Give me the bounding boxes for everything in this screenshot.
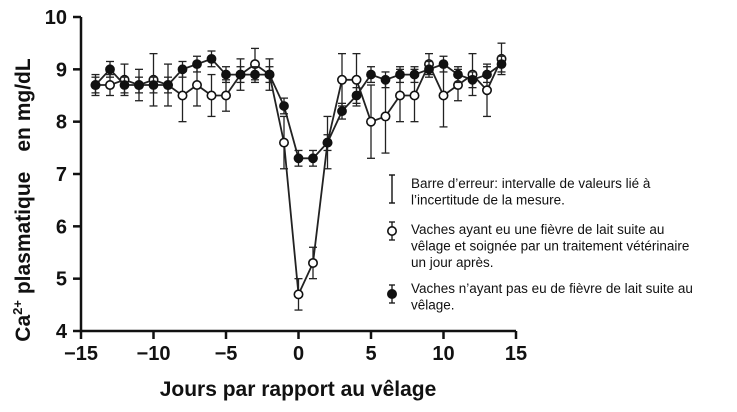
point-fever-19 — [365, 116, 376, 127]
point-no-fever-6 — [177, 64, 188, 75]
point-no-fever-2 — [119, 80, 130, 90]
series-no-fever — [90, 50, 507, 167]
point-no-fever-22 — [409, 69, 420, 80]
point-no-fever-13 — [279, 101, 289, 111]
legend-item-2: Vaches n’ayant pas eu de fièvre de lait … — [386, 281, 693, 313]
point-no-fever-19 — [366, 69, 376, 80]
point-no-fever-3 — [134, 80, 144, 90]
y-axis-title-unit: en mg/dL — [12, 58, 35, 152]
point-fever-13 — [278, 137, 289, 148]
point-no-fever-15 — [308, 153, 318, 164]
point-fever-9 — [221, 90, 232, 101]
legend-item-1: Vaches ayant eu une fièvre de lait suite… — [386, 221, 689, 270]
y-axis-title-rest: plasmatique — [12, 172, 35, 300]
point-no-fever-28 — [496, 59, 507, 69]
y-tick-label-5: 9 — [56, 59, 67, 81]
legend-item-0-line-1: l’incertitude de la mesure. — [411, 193, 565, 208]
x-tick-label-5: 10 — [432, 343, 454, 365]
x-tick-label-0: −15 — [64, 343, 98, 365]
y-tick-label-0: 4 — [56, 321, 68, 343]
y-tick-label-6: 10 — [45, 7, 67, 29]
point-fever-20 — [380, 111, 391, 122]
point-no-fever-4 — [148, 80, 159, 90]
point-fever-8 — [206, 90, 217, 101]
y-axis-title-superscript: 2+ — [10, 300, 25, 315]
point-no-fever-10 — [235, 69, 246, 80]
point-no-fever-9 — [221, 69, 231, 80]
y-axis-title-main: Ca — [12, 315, 35, 342]
point-fever-21 — [394, 90, 405, 101]
y-axis-title: Ca2+ plasmatique en mg/dL — [10, 58, 35, 342]
point-no-fever-0 — [90, 80, 101, 90]
legend-item-1-line-0: Vaches ayant eu une fièvre de lait suite… — [411, 222, 664, 237]
point-no-fever-12 — [264, 69, 275, 80]
x-tick-label-3: 0 — [293, 343, 304, 365]
point-no-fever-20 — [380, 74, 391, 85]
x-tick-label-6: 15 — [505, 343, 527, 365]
point-no-fever-23 — [424, 64, 434, 75]
point-fever-18 — [351, 74, 362, 85]
point-fever-24 — [438, 90, 449, 101]
point-fever-14 — [293, 289, 304, 300]
legend-item-2-line-0: Vaches n’ayant pas eu de fièvre de lait … — [411, 281, 693, 296]
legend-filled-circle-symbol — [386, 288, 397, 299]
point-no-fever-24 — [438, 59, 449, 69]
y-tick-label-2: 6 — [56, 216, 67, 238]
point-no-fever-1 — [105, 64, 115, 75]
point-no-fever-18 — [351, 90, 362, 101]
legend: Barre d’erreur: intervalle de valeurs li… — [386, 174, 693, 313]
y-tick-label-4: 8 — [56, 112, 67, 134]
series-layer — [90, 42, 507, 311]
tick-labels: −15 −10 −5 0 5 10 15 4 5 6 7 8 9 10 — [45, 7, 527, 365]
line-no-fever — [94, 57, 503, 160]
legend-open-circle-symbol — [386, 226, 397, 237]
y-tick-label-3: 7 — [56, 164, 67, 186]
point-no-fever-7 — [192, 59, 202, 69]
x-tick-label-1: −10 — [137, 343, 171, 365]
point-no-fever-21 — [395, 69, 405, 80]
x-axis-title: Jours par rapport au vêlage — [160, 378, 437, 401]
point-no-fever-26 — [467, 74, 478, 85]
x-tick-label-2: −5 — [215, 343, 238, 365]
point-no-fever-8 — [206, 53, 217, 64]
point-no-fever-17 — [337, 106, 347, 117]
point-fever-6 — [177, 90, 188, 101]
legend-item-0-line-0: Barre d’erreur: intervalle de valeurs li… — [411, 176, 651, 191]
point-no-fever-27 — [482, 69, 492, 80]
point-no-fever-16 — [322, 137, 333, 148]
legend-item-1-line-2: un jour après. — [411, 255, 494, 270]
point-fever-17 — [336, 74, 347, 85]
y-tick-label-1: 5 — [56, 269, 67, 291]
point-fever-7 — [192, 80, 203, 91]
legend-item-0: Barre d’erreur: intervalle de valeurs li… — [389, 174, 651, 208]
point-no-fever-14 — [293, 153, 304, 164]
ticks — [73, 15, 518, 339]
point-no-fever-25 — [453, 69, 463, 80]
point-fever-22 — [409, 90, 420, 101]
point-fever-1 — [105, 80, 116, 91]
point-no-fever-5 — [163, 80, 173, 90]
legend-item-1-line-1: vêlage et soignée par un traitement vété… — [411, 239, 689, 254]
legend-item-2-line-1: vêlage. — [411, 298, 455, 313]
point-no-fever-11 — [250, 69, 260, 80]
point-fever-15 — [307, 257, 318, 268]
point-fever-27 — [481, 85, 492, 96]
x-tick-label-4: 5 — [365, 343, 376, 365]
